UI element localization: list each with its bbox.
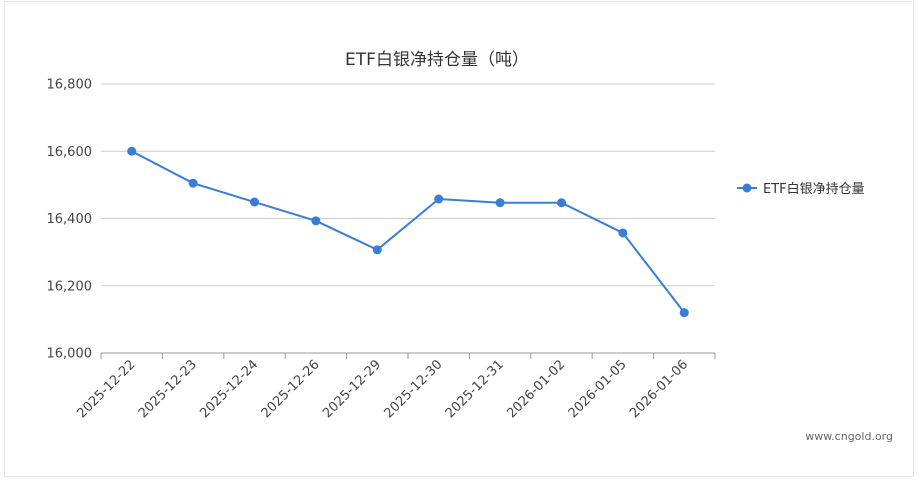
data-point[interactable]	[679, 308, 689, 318]
x-tick-label: 2025-12-30	[381, 357, 445, 421]
x-axis	[100, 352, 716, 359]
data-point[interactable]	[618, 228, 628, 238]
y-tick-label: 16,000	[47, 347, 93, 362]
data-point[interactable]	[250, 197, 259, 207]
y-tick-label: 16,200	[47, 279, 93, 294]
x-tick-label: 2025-12-29	[320, 357, 384, 421]
data-point[interactable]	[188, 178, 198, 188]
data-point[interactable]	[495, 198, 505, 208]
x-tick-label: 2025-12-26	[259, 357, 323, 421]
chart-frame	[4, 1, 914, 477]
data-point[interactable]	[434, 194, 444, 204]
series-group	[127, 146, 689, 318]
x-axis-ticks: 2025-12-222025-12-232025-12-242025-12-26…	[74, 357, 691, 421]
x-tick-label: 2026-01-06	[627, 357, 691, 421]
y-tick-label: 16,400	[47, 212, 93, 227]
chart-title: ETF白银净持仓量（吨）	[345, 50, 529, 70]
x-tick-label: 2025-12-24	[197, 357, 261, 421]
y-axis-ticks: 16,000 16,200 16,400 16,600 16,800	[47, 78, 93, 362]
grid-lines	[101, 83, 715, 354]
legend-marker	[742, 183, 752, 193]
legend-label: ETF白银净持仓量	[763, 181, 865, 197]
x-tick-label: 2025-12-31	[443, 357, 507, 421]
x-tick-label: 2026-01-02	[504, 357, 568, 421]
legend[interactable]: ETF白银净持仓量	[737, 181, 865, 197]
data-point[interactable]	[557, 198, 566, 208]
data-point[interactable]	[127, 146, 137, 156]
watermark: www.cngold.org	[805, 430, 893, 443]
data-point[interactable]	[311, 216, 321, 226]
data-point[interactable]	[372, 245, 382, 255]
x-tick-label: 2025-12-22	[74, 357, 138, 421]
x-tick-label: 2026-01-05	[566, 357, 630, 421]
x-tick-label: 2025-12-23	[136, 357, 200, 421]
series-line	[131, 150, 686, 314]
y-tick-label: 16,800	[47, 78, 93, 93]
y-tick-label: 16,600	[47, 145, 93, 160]
